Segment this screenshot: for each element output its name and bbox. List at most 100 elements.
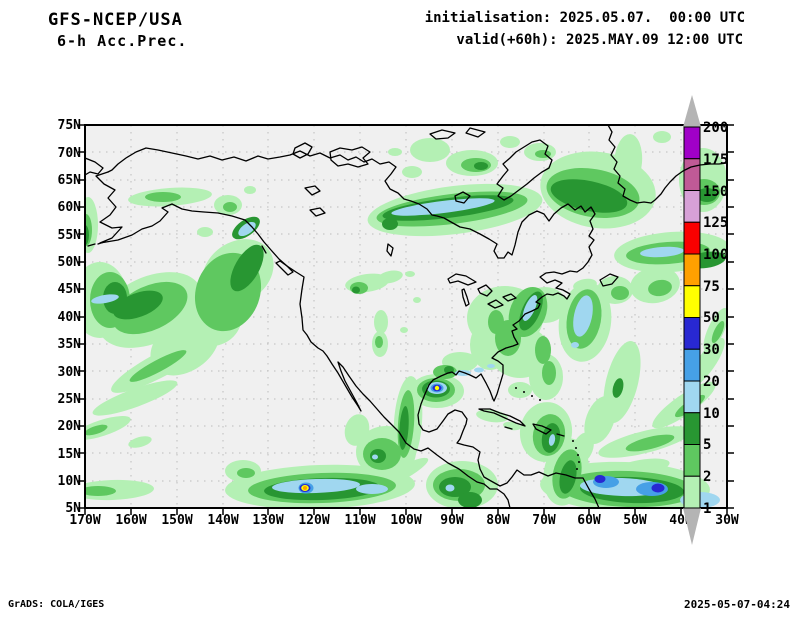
coastline-baffin-island bbox=[496, 139, 553, 201]
lake-great-slave bbox=[309, 207, 326, 217]
precip-shading bbox=[85, 131, 727, 508]
colorbar-box bbox=[683, 221, 701, 255]
colorbar-level-label: 75 bbox=[703, 279, 720, 295]
coastline-southampton-island bbox=[454, 191, 471, 204]
coastline-victoria-island bbox=[329, 146, 371, 168]
lat-tick-label: 30N bbox=[58, 365, 82, 380]
colorbar-level-label: 150 bbox=[703, 184, 728, 200]
lon-tick-label: 160W bbox=[115, 513, 146, 528]
lake-superior bbox=[447, 273, 477, 286]
lake-ontario bbox=[502, 293, 517, 302]
colorbar-level-label: 1 bbox=[703, 501, 711, 517]
colorbar-box bbox=[683, 126, 701, 160]
colorbar-box bbox=[683, 348, 701, 382]
coastline-puerto-rico bbox=[556, 433, 565, 437]
coastline-mainland-east bbox=[107, 147, 600, 508]
lat-tick-label: 45N bbox=[58, 282, 82, 297]
colorbar-level-label: 5 bbox=[703, 437, 711, 453]
lake-great-bear bbox=[304, 185, 321, 196]
coastline-banks-island bbox=[292, 142, 313, 159]
lon-tick-label: 100W bbox=[390, 513, 421, 528]
coastline-ellesmere-island bbox=[465, 127, 486, 138]
lat-tick-label: 15N bbox=[58, 447, 82, 462]
coastline-newfoundland bbox=[599, 273, 619, 287]
colorbar-overflow-arrow-up bbox=[683, 95, 701, 127]
lon-tick-label: 90W bbox=[440, 513, 464, 528]
lat-tick-label: 55N bbox=[58, 228, 82, 243]
lake-huron bbox=[477, 284, 493, 297]
lat-tick-label: 60N bbox=[58, 200, 82, 215]
colorbar-box bbox=[683, 158, 701, 191]
colorbar bbox=[683, 95, 701, 545]
lat-tick-label: 70N bbox=[58, 146, 82, 161]
coastline-haida-gwaii bbox=[261, 245, 267, 254]
lat-tick-label: 65N bbox=[58, 173, 82, 188]
lon-tick-label: 30W bbox=[715, 513, 739, 528]
coastlines bbox=[85, 125, 727, 508]
lat-tick-label: 40N bbox=[58, 310, 82, 325]
bahamas-islands bbox=[515, 387, 541, 401]
lon-tick-label: 120W bbox=[298, 513, 329, 528]
colorbar-level-label: 200 bbox=[703, 120, 728, 136]
lon-tick-label: 170W bbox=[69, 513, 100, 528]
lon-tick-label: 150W bbox=[161, 513, 192, 528]
colorbar-level-label: 10 bbox=[703, 406, 720, 422]
axis-ticks bbox=[78, 124, 734, 515]
lon-tick-label: 50W bbox=[623, 513, 647, 528]
lon-axis-labels: 170W 160W 150W 140W 130W 120W 110W 100W … bbox=[69, 513, 739, 528]
lat-tick-label: 20N bbox=[58, 419, 82, 434]
colorbar-underflow-arrow-down bbox=[683, 508, 701, 545]
lake-erie bbox=[487, 299, 504, 309]
coastline-aleutians bbox=[87, 241, 105, 247]
colorbar-box bbox=[683, 190, 701, 223]
lon-tick-label: 60W bbox=[577, 513, 601, 528]
colorbar-level-label: 125 bbox=[703, 215, 728, 231]
grads-credit: GrADS: COLA/IGES bbox=[8, 599, 105, 610]
lake-michigan bbox=[461, 288, 470, 307]
colorbar-box bbox=[683, 475, 701, 509]
valid-time-label: valid(+60h): 2025.MAY.09 12:00 UTC bbox=[456, 32, 743, 48]
lon-tick-label: 130W bbox=[252, 513, 283, 528]
lat-tick-label: 5N bbox=[65, 501, 81, 516]
lake-winnipeg bbox=[386, 243, 394, 257]
coastline-vancouver-island bbox=[275, 260, 294, 276]
colorbar-level-label: 2 bbox=[703, 469, 711, 485]
lat-axis-labels: 75N 70N 65N 60N 55N 50N 45N 40N 35N 30N … bbox=[58, 118, 82, 516]
lat-tick-label: 75N bbox=[58, 118, 82, 133]
precip-layer-75-100mm bbox=[303, 486, 307, 490]
lat-tick-label: 25N bbox=[58, 392, 82, 407]
lon-tick-label: 140W bbox=[207, 513, 238, 528]
coastline-greenland bbox=[607, 125, 727, 204]
product-title: 6-h Acc.Prec. bbox=[57, 32, 188, 50]
colorbar-level-label: 50 bbox=[703, 310, 720, 326]
coastline-mainland-west bbox=[95, 171, 511, 508]
colorbar-labels: 200 175 150 125 100 75 50 30 20 10 5 2 1 bbox=[703, 120, 728, 517]
colorbar-level-label: 100 bbox=[703, 247, 728, 263]
lon-tick-label: 110W bbox=[344, 513, 375, 528]
lon-tick-label: 80W bbox=[486, 513, 510, 528]
colorbar-box bbox=[683, 253, 701, 287]
lat-tick-label: 50N bbox=[58, 255, 82, 270]
initialisation-label: initialisation: 2025.05.07. 00:00 UTC bbox=[424, 10, 745, 26]
lesser-antilles-islands bbox=[572, 440, 580, 470]
colorbar-box bbox=[683, 444, 701, 477]
coastline-jamaica bbox=[504, 426, 513, 430]
lon-tick-label: 70W bbox=[532, 513, 556, 528]
colorbar-box bbox=[683, 412, 701, 445]
creation-timestamp: 2025-05-07-04:24 bbox=[684, 598, 790, 611]
colorbar-box bbox=[683, 285, 701, 318]
colorbar-level-label: 20 bbox=[703, 374, 720, 390]
coastline-chukotka bbox=[85, 157, 104, 176]
lat-tick-label: 10N bbox=[58, 474, 82, 489]
coastline-cuba bbox=[478, 408, 526, 427]
coastline-devon-island bbox=[429, 129, 456, 140]
colorbar-level-label: 175 bbox=[703, 152, 728, 168]
colorbar-box bbox=[683, 380, 701, 414]
colorbar-box bbox=[683, 317, 701, 350]
lat-tick-label: 35N bbox=[58, 337, 82, 352]
colorbar-level-label: 30 bbox=[703, 342, 720, 358]
coastline-hispaniola bbox=[532, 423, 552, 435]
model-title: GFS-NCEP/USA bbox=[48, 10, 183, 30]
